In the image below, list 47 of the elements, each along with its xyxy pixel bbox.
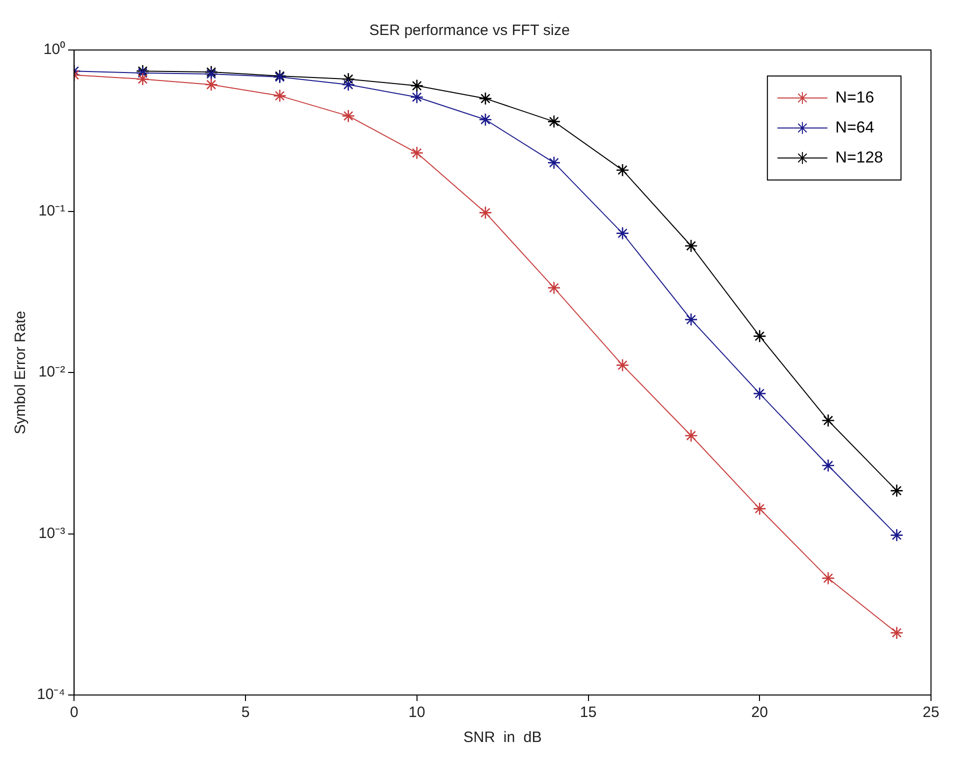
point xyxy=(547,156,561,170)
point xyxy=(822,458,835,472)
point xyxy=(410,146,424,160)
point xyxy=(684,312,698,326)
point xyxy=(410,79,424,92)
legend-label: N=64 xyxy=(835,119,874,136)
x-tick-label: 10 xyxy=(408,704,426,722)
point xyxy=(752,330,766,343)
x-axis-title: SNR in dB xyxy=(463,729,542,746)
x-tick-label: 0 xyxy=(70,704,78,722)
point xyxy=(890,484,904,498)
point xyxy=(204,78,218,92)
y-tick-label: 10⁻¹ xyxy=(38,202,66,220)
point xyxy=(752,502,766,516)
x-tick-label: 20 xyxy=(751,704,768,722)
legend-label: N=16 xyxy=(835,89,874,106)
y-tick-label: 10⁰ xyxy=(43,41,66,58)
point xyxy=(478,92,492,106)
point xyxy=(478,112,492,126)
point xyxy=(822,414,835,428)
y-tick-label: 10⁻² xyxy=(38,364,66,381)
point xyxy=(890,528,904,542)
point xyxy=(752,386,766,400)
point xyxy=(478,206,492,220)
point xyxy=(684,239,698,253)
point xyxy=(822,572,835,585)
point xyxy=(342,72,355,86)
point xyxy=(273,89,286,102)
point xyxy=(616,163,630,177)
point xyxy=(616,358,630,372)
y-axis-title: Symbol Error Rate xyxy=(12,310,30,434)
x-tick-label: 5 xyxy=(241,704,250,722)
point xyxy=(684,428,698,442)
point xyxy=(547,114,561,128)
x-tick-label: 25 xyxy=(922,704,940,722)
point xyxy=(342,78,355,92)
point xyxy=(342,109,355,123)
x-tick-label: 15 xyxy=(580,704,597,722)
point xyxy=(410,90,424,104)
chart-title: SER performance vs FFT size xyxy=(369,22,570,40)
point xyxy=(136,72,150,86)
legend-label: N=128 xyxy=(835,149,884,166)
point xyxy=(616,226,630,240)
point xyxy=(547,281,561,294)
point xyxy=(890,626,904,640)
y-tick-label: 10⁻³ xyxy=(38,524,66,542)
y-tick-label: 10⁻⁴ xyxy=(36,686,66,704)
